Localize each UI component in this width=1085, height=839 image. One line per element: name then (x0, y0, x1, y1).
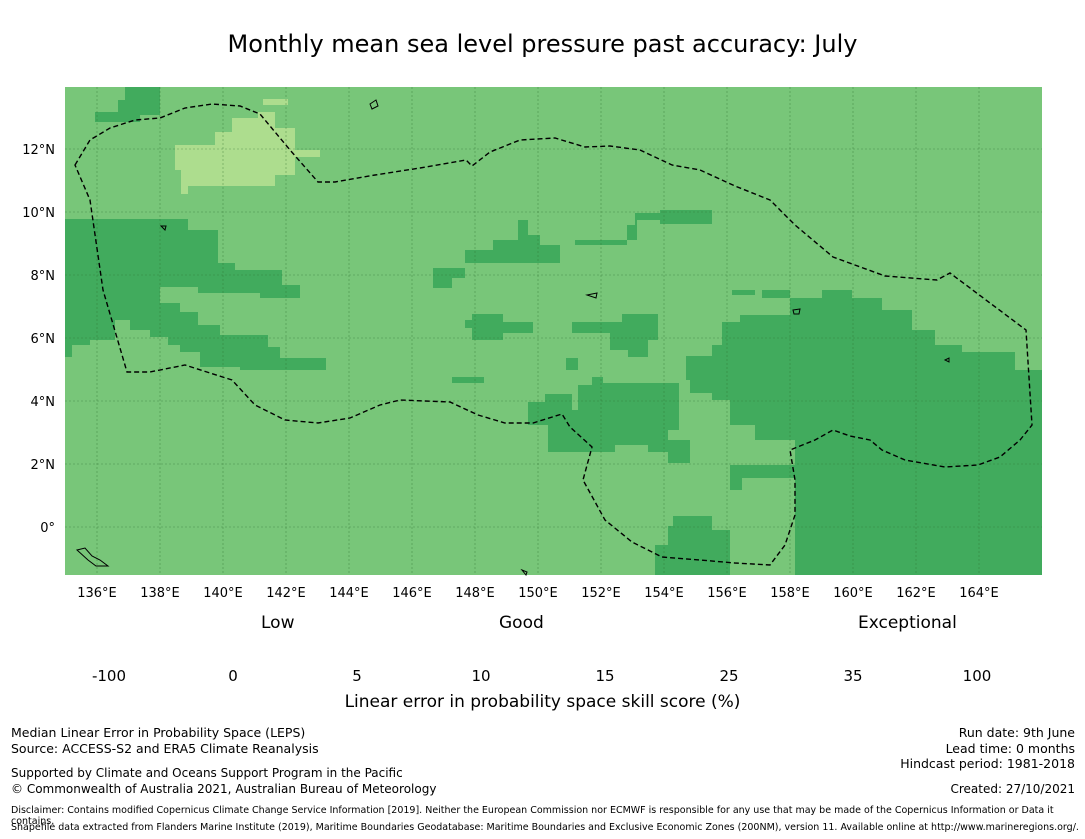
eez-boundary (74, 103, 1033, 566)
skill-field (65, 87, 1042, 575)
lon-tick-label: 162°E (896, 586, 936, 601)
field-patch-dark-small3 (465, 314, 533, 340)
run-date: Run date: 9th June (958, 725, 1075, 740)
field-patch-dark-small5 (452, 377, 484, 383)
lon-tick-label: 150°E (518, 586, 558, 601)
shapefile-credit: Shapefile data extracted from Flanders M… (11, 822, 1079, 833)
island-2 (585, 292, 598, 299)
lon-tick-labels: 136°E 138°E 140°E 142°E 144°E 146°E 148°E 150°E… (77, 586, 999, 601)
lon-tick-label: 148°E (455, 586, 495, 601)
colorbar-tick: 10 (471, 667, 491, 685)
map-svg: 136°E 138°E 140°E 142°E 144°E 146°E 148°E 150°E… (22, 87, 1042, 664)
footer-support: Supported by Climate and Oceans Support … (11, 766, 403, 780)
field-patch-dark-center (465, 213, 660, 263)
colorbar-tick: 5 (352, 667, 362, 685)
field-patch-dark-southwest (655, 516, 730, 575)
colorbar-tick: 0 (228, 667, 238, 685)
lon-tick-label: 164°E (959, 586, 999, 601)
colorbar-title: Linear error in probability space skill … (344, 692, 741, 712)
colorbar-tick: 35 (843, 667, 863, 685)
field-patch-dark-small2 (433, 268, 465, 288)
field-patch-dark-west (65, 219, 326, 370)
map-figure: 136°E 138°E 140°E 142°E 144°E 146°E 148°E 150°E… (22, 87, 1042, 664)
lat-tick-label: 10°N (22, 206, 55, 221)
field-patch-light (175, 112, 320, 194)
lat-tick-label: 4°N (31, 395, 56, 410)
footer-source: Source: ACCESS-S2 and ERA5 Climate Reana… (11, 740, 319, 756)
map-title: Monthly mean sea level pressure past acc… (227, 30, 858, 58)
field-patch-dark-small6 (566, 358, 578, 370)
hindcast-period: Hindcast period: 1981-2018 (900, 756, 1075, 771)
lat-tick-label: 2°N (31, 458, 56, 473)
lon-tick-label: 144°E (329, 586, 369, 601)
footer-copyright: © Commonwealth of Australia 2021, Austra… (11, 781, 437, 796)
lon-tick-label: 154°E (644, 586, 684, 601)
colorbar-tick: -100 (91, 667, 127, 685)
island-1 (159, 225, 167, 231)
lon-tick-label: 146°E (392, 586, 432, 601)
island-pohnpei (792, 308, 801, 315)
colorbar-tick: 15 (595, 667, 615, 685)
island-guam (369, 99, 379, 110)
colorbar-tick: 100 (962, 667, 992, 685)
field-patch-dark-east (686, 290, 1042, 575)
lon-tick-label: 160°E (833, 586, 873, 601)
colorbar-tick: 25 (719, 667, 739, 685)
island-3 (943, 357, 950, 363)
lon-tick-label: 156°E (707, 586, 747, 601)
lat-tick-label: 6°N (31, 332, 56, 347)
lon-tick-label: 158°E (770, 586, 810, 601)
field-patch-dark-small7 (732, 290, 755, 295)
created-date: Created: 27/10/2021 (950, 782, 1075, 796)
footer-left: Median Linear Error in Probability Space… (11, 725, 319, 756)
footer-method: Median Linear Error in Probability Space… (11, 725, 306, 740)
lon-tick-label: 142°E (266, 586, 306, 601)
islands (75, 99, 950, 577)
disclaimer-text: Disclaimer: Contains modified Copernicus… (11, 805, 1054, 827)
lead-time: Lead time: 0 months (945, 740, 1075, 756)
field-patch-dark-small1 (660, 210, 712, 224)
footer-left-credits: Supported by Climate and Oceans Support … (11, 766, 436, 797)
field-patch-dark-nw (95, 87, 160, 122)
lat-tick-label: 12°N (22, 143, 55, 158)
lon-tick-label: 136°E (77, 586, 117, 601)
lat-tick-labels: 12°N 10°N 8°N 6°N 4°N 2°N 0° (22, 143, 55, 536)
lon-tick-label: 140°E (203, 586, 243, 601)
lon-tick-label: 152°E (581, 586, 621, 601)
island-png (75, 547, 110, 567)
field-patch-light-small (263, 99, 288, 105)
lat-tick-label: 0° (40, 521, 55, 536)
gridlines (65, 87, 1042, 575)
field-patch-dark-small8 (762, 290, 790, 298)
field-patch-dark-small4 (572, 314, 658, 357)
field-patch-dark-south (528, 377, 690, 463)
lat-tick-label: 8°N (31, 269, 56, 284)
lon-tick-label: 138°E (140, 586, 180, 601)
island-4 (520, 568, 528, 577)
footer-right: Run date: 9th June Lead time: 0 months H… (900, 725, 1075, 772)
